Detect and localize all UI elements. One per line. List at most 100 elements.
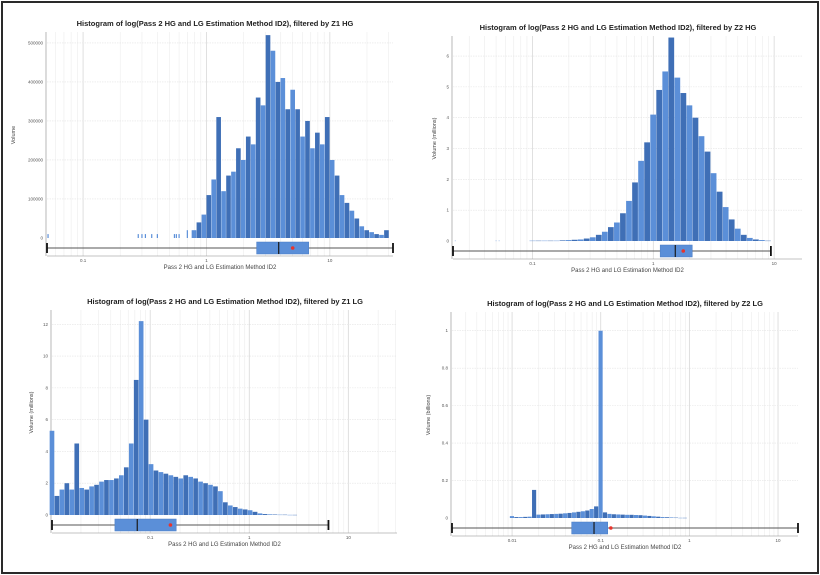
boxplot-box	[114, 518, 177, 532]
y-tick-label: 100000	[28, 196, 44, 201]
chart-title: Histogram of log(Pass 2 HG and LG Estima…	[487, 299, 763, 308]
y-tick-label: 3	[446, 146, 449, 151]
histogram-bar	[523, 516, 528, 518]
histogram-bar	[686, 105, 693, 241]
histogram-bar	[753, 239, 759, 241]
boxplot-mean-marker	[290, 246, 295, 250]
histogram-bar	[656, 89, 663, 242]
histogram-bar	[349, 210, 355, 238]
histogram-bar	[576, 511, 581, 518]
histogram-bar	[84, 489, 89, 515]
histogram-panel-3: 0 2 4 6 8 10 12 0.1 1 10 Pass 2 HG and LG Estimati…	[29, 297, 397, 548]
x-tick-label: 0.1	[147, 535, 154, 540]
histogram-bar	[710, 173, 717, 241]
histogram-bar	[218, 491, 223, 515]
histogram-panel-1: 0 100000 200000 300000 400000 500000 0.1 1 10 Pas…	[11, 19, 394, 271]
histogram-bar	[595, 234, 602, 241]
histogram-bar	[339, 195, 345, 238]
histogram-bar	[585, 510, 590, 518]
histogram-bar	[598, 330, 603, 518]
chart-title: Histogram of log(Pass 2 HG and LG Estima…	[77, 19, 354, 28]
histogram-bar	[285, 109, 291, 238]
histogram-bar	[252, 511, 258, 515]
y-tick-label: 4	[45, 449, 48, 454]
x-tick-label: 0.1	[529, 261, 536, 266]
histogram-bar	[193, 478, 198, 515]
histogram-bar	[669, 517, 674, 518]
x-tick-label: 1	[205, 258, 208, 263]
histogram-bar	[514, 517, 519, 518]
histogram-bar	[680, 93, 687, 241]
histogram-bar	[133, 379, 139, 515]
histogram-bar	[201, 214, 207, 238]
y-axis-label: Volume (millions)	[432, 117, 438, 159]
x-axis-label: Pass 2 HG and LG Estimation Method ID2	[569, 545, 682, 551]
histogram-bar	[128, 443, 134, 515]
histogram-bar	[114, 478, 119, 515]
y-tick-label: 400000	[28, 79, 44, 84]
histogram-bar	[589, 509, 594, 518]
histogram-bar	[616, 514, 621, 518]
histogram-bar	[300, 136, 305, 238]
histogram-bar	[94, 484, 99, 515]
x-tick-label: 0.01	[508, 538, 517, 543]
histogram-bar	[601, 231, 608, 241]
histogram-bar	[668, 37, 675, 242]
histogram-bar	[626, 200, 632, 241]
histogram-bar	[629, 514, 634, 518]
histogram-bar	[257, 513, 263, 515]
histogram-bar	[614, 222, 620, 241]
y-tick-label: 300000	[28, 118, 44, 123]
histogram-bar	[759, 240, 765, 241]
histogram-bar	[650, 114, 657, 241]
histogram-bar	[69, 489, 75, 515]
histogram-bar	[540, 514, 546, 518]
chart-title: Histogram of log(Pass 2 HG and LG Estima…	[480, 23, 757, 32]
histogram-bar	[156, 234, 158, 238]
histogram-bar	[196, 222, 202, 238]
histogram-bar	[746, 237, 753, 241]
y-tick-label: 0.6	[442, 403, 449, 408]
y-tick-label: 10	[43, 354, 49, 359]
histogram-bar	[153, 470, 159, 515]
histogram-bar	[49, 430, 55, 515]
histogram-bar	[47, 234, 49, 238]
histogram-bar	[647, 515, 652, 518]
y-tick-label: 0.4	[442, 441, 449, 446]
x-tick-label: 0.1	[598, 538, 605, 543]
histogram-bar	[379, 234, 384, 238]
histogram-bar	[260, 105, 266, 239]
x-tick-label: 0.1	[80, 258, 87, 263]
histogram-bar	[250, 144, 256, 238]
y-tick-label: 6	[446, 54, 449, 59]
y-tick-label: 0	[45, 513, 48, 518]
histogram-bar	[59, 489, 65, 515]
histogram-bar	[64, 483, 70, 515]
y-tick-label: 5	[446, 84, 449, 89]
histogram-bar	[74, 443, 80, 515]
histogram-bar	[527, 516, 532, 518]
histogram-bar	[602, 512, 608, 518]
histogram-bar	[143, 419, 149, 515]
x-axis-label: Pass 2 HG and LG Estimation Method ID2	[164, 265, 277, 271]
y-axis-label: Volume (millions)	[29, 391, 35, 433]
histogram-bar	[589, 237, 596, 241]
histogram-bar	[571, 239, 578, 241]
histogram-bar	[223, 502, 228, 515]
y-tick-label: 0	[446, 239, 449, 244]
histogram-bar	[638, 160, 644, 241]
histogram-bar	[290, 89, 295, 238]
chart-title: Histogram of log(Pass 2 HG and LG Estima…	[87, 297, 363, 306]
y-axis-label: Volume	[11, 126, 17, 144]
histogram-bar	[565, 240, 572, 241]
boxplot-mean-marker	[609, 526, 613, 530]
x-tick-label: 10	[346, 535, 352, 540]
x-tick-label: 10	[772, 261, 778, 266]
histogram-bar	[175, 234, 177, 238]
histogram-bar	[183, 475, 189, 515]
histogram-bar	[583, 238, 590, 241]
histogram-bar	[558, 513, 563, 518]
